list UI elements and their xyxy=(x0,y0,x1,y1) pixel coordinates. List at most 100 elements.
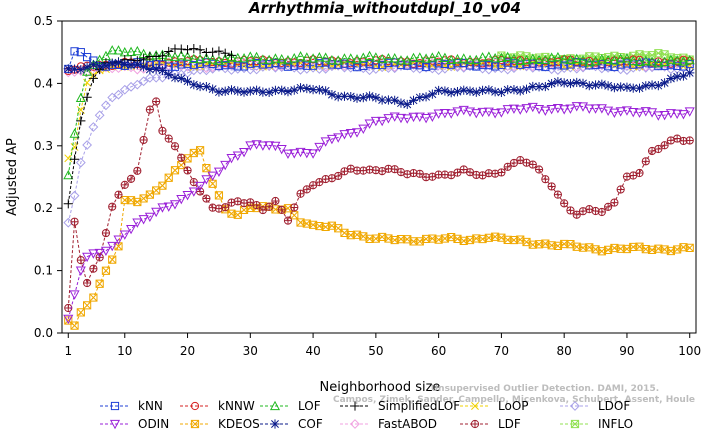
point-cof xyxy=(477,85,488,95)
point-cof xyxy=(490,87,500,97)
point-cof xyxy=(446,88,456,98)
point-ldf xyxy=(302,185,311,194)
point-lof xyxy=(63,169,74,180)
point-cof xyxy=(95,61,105,71)
point-ldf xyxy=(177,153,186,162)
series-kdeos xyxy=(64,146,694,330)
legend-label-ldof: LDOF xyxy=(598,399,630,413)
point-cof xyxy=(170,73,180,83)
point-lof xyxy=(182,51,193,61)
point-lof xyxy=(596,54,607,64)
point-odin xyxy=(358,124,369,134)
point-knn xyxy=(679,62,688,71)
point-lof xyxy=(628,55,639,66)
point-kdeos xyxy=(76,308,85,317)
point-lof xyxy=(264,54,275,65)
legend-marker-lof xyxy=(269,400,281,411)
legend-label-cof: COF xyxy=(298,417,323,431)
point-ldf xyxy=(566,206,575,215)
point-cof xyxy=(270,85,281,96)
point-odin xyxy=(464,107,476,117)
point-kdeos xyxy=(685,243,694,252)
point-odin xyxy=(69,290,80,300)
legend-label-knn: kNN xyxy=(138,399,163,413)
point-lof xyxy=(496,52,507,63)
point-odin xyxy=(609,108,620,118)
point-cof xyxy=(521,84,532,94)
point-lof xyxy=(483,51,494,61)
point-odin xyxy=(232,151,243,161)
point-knn xyxy=(622,59,632,68)
point-ldf xyxy=(290,203,299,212)
point-cof xyxy=(239,87,249,97)
point-knn xyxy=(491,62,500,71)
point-cof xyxy=(484,85,494,95)
point-cof xyxy=(245,86,255,96)
point-odin xyxy=(351,128,363,138)
point-lof xyxy=(232,52,243,63)
point-cof xyxy=(289,85,299,95)
point-odin xyxy=(571,102,582,112)
point-cof xyxy=(321,86,331,96)
point-odin xyxy=(383,114,394,124)
point-cof xyxy=(113,58,124,68)
series-line-odin xyxy=(67,105,690,320)
point-cof xyxy=(157,65,168,76)
point-odin xyxy=(82,252,93,263)
point-lof xyxy=(308,53,319,63)
point-lof xyxy=(251,51,262,62)
point-odin xyxy=(333,133,344,143)
point-cof xyxy=(88,60,98,70)
point-cof xyxy=(277,85,287,95)
point-odin xyxy=(471,109,482,119)
point-cof xyxy=(634,83,645,93)
point-ldf xyxy=(503,162,512,171)
point-knn xyxy=(258,60,267,69)
point-lof xyxy=(427,52,438,62)
point-knn xyxy=(195,59,205,68)
point-ldf xyxy=(152,97,161,106)
x-tick-label: 20 xyxy=(180,344,195,358)
point-cof xyxy=(672,72,682,82)
point-kdeos xyxy=(95,279,104,288)
point-lof xyxy=(301,52,312,62)
point-knn xyxy=(283,62,293,71)
series-ldf xyxy=(64,97,694,313)
series-layer xyxy=(63,44,695,330)
point-lof xyxy=(113,45,124,55)
point-lof xyxy=(640,55,651,65)
point-cof xyxy=(509,85,519,95)
point-knn xyxy=(239,62,249,71)
point-cof xyxy=(597,79,607,89)
point-ldf xyxy=(89,264,98,273)
x-tick-label: 90 xyxy=(619,344,634,358)
point-cof xyxy=(641,81,651,91)
point-ldf xyxy=(553,190,563,199)
point-cof xyxy=(120,59,130,70)
point-odin xyxy=(640,107,651,117)
point-odin xyxy=(320,137,331,147)
point-odin xyxy=(684,107,695,117)
point-ldof xyxy=(82,140,93,150)
point-lof xyxy=(201,52,212,63)
point-odin xyxy=(345,129,356,139)
y-tick-label: 0.0 xyxy=(34,326,53,340)
point-ldf xyxy=(158,126,167,135)
point-kdeos xyxy=(89,293,98,302)
point-lof xyxy=(408,52,419,63)
point-cof xyxy=(182,76,193,86)
point-cof xyxy=(540,81,550,92)
point-odin xyxy=(389,112,400,122)
point-ldof xyxy=(88,122,99,132)
point-ldf xyxy=(126,174,136,183)
point-knn xyxy=(334,60,343,69)
point-cof xyxy=(151,64,161,74)
point-odin xyxy=(88,249,99,259)
watermark-top: Unsupervised Outlier Detection. DAMI, 20… xyxy=(431,384,659,394)
point-lof xyxy=(195,53,206,64)
point-cof xyxy=(82,62,92,72)
legend-entry-cof: COF xyxy=(260,417,323,431)
point-ldof xyxy=(132,79,143,90)
point-odin xyxy=(653,111,664,121)
point-knn xyxy=(233,62,242,71)
